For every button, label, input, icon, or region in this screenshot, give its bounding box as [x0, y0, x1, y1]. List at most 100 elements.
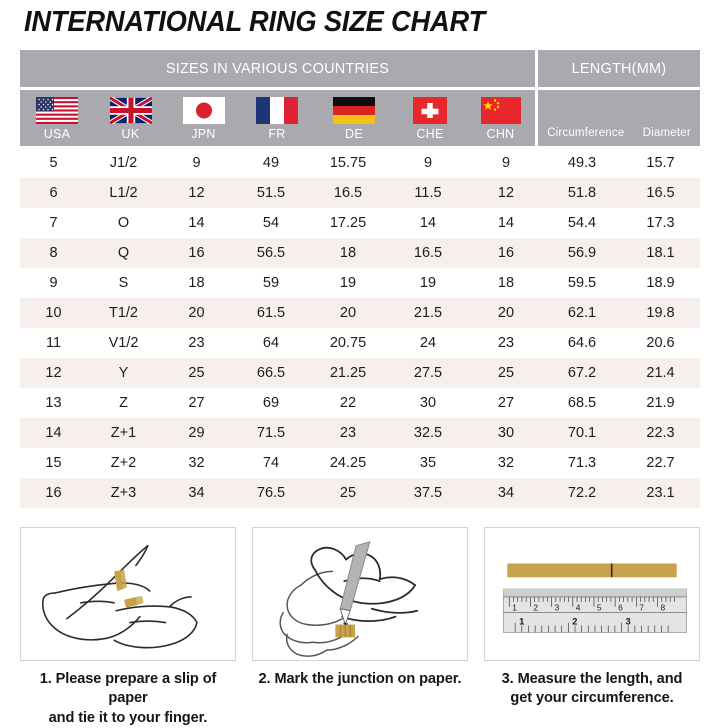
table-cell-chn: 30 [469, 418, 543, 448]
step-3-caption-line1: 3. Measure the length, and [501, 671, 683, 687]
ruler-cm-label: 4 [576, 603, 581, 613]
group-header-length: LENGTH(MM) [538, 50, 700, 87]
ring-size-table: SIZES IN VARIOUS COUNTRIES LENGTH(MM) [20, 50, 700, 508]
table-cell-usa: 8 [20, 238, 87, 268]
table-cell-uk: Q [87, 238, 160, 268]
step-3-caption: 3. Measure the length, and get your circ… [484, 670, 700, 709]
ruler-inch-label: 3 [625, 617, 630, 627]
table-row: 14 Z+1 29 71.5 23 32.5 30 70.1 22.3 [20, 418, 700, 448]
table-cell-uk: Y [87, 358, 160, 388]
table-cell-de: 20.75 [309, 328, 387, 358]
table-cell-chn: 23 [469, 328, 543, 358]
table-cell-fr: 66.5 [233, 358, 309, 388]
table-cell-circumference: 64.6 [543, 328, 621, 358]
table-cell-jpn: 34 [160, 478, 233, 508]
table-cell-diameter: 18.1 [621, 238, 700, 268]
ruler-cm-label: 8 [660, 603, 665, 613]
table-cell-de: 21.25 [309, 358, 387, 388]
table-cell-diameter: 17.3 [621, 208, 700, 238]
table-row: 8 Q 16 56.5 18 16.5 16 56.9 18.1 [20, 238, 700, 268]
table-cell-usa: 10 [20, 298, 87, 328]
table-cell-che: 19 [387, 268, 469, 298]
table-group-header-row: SIZES IN VARIOUS COUNTRIES LENGTH(MM) [20, 50, 700, 87]
table-cell-chn: 25 [469, 358, 543, 388]
table-cell-diameter: 16.5 [621, 178, 700, 208]
table-cell-fr: 51.5 [233, 178, 309, 208]
column-header-che: CHE [394, 90, 466, 146]
table-cell-uk: T1/2 [87, 298, 160, 328]
table-cell-diameter: 23.1 [621, 478, 700, 508]
table-cell-de: 20 [309, 298, 387, 328]
table-cell-diameter: 22.7 [621, 448, 700, 478]
table-cell-jpn: 29 [160, 418, 233, 448]
table-cell-diameter: 18.9 [621, 268, 700, 298]
flag-china-icon [480, 97, 521, 124]
table-cell-jpn: 16 [160, 238, 233, 268]
table-cell-fr: 61.5 [233, 298, 309, 328]
country-columns-header: USA UK [20, 90, 535, 146]
ring-size-data-table: 5 J1/2 9 49 15.75 9 9 49.3 15.7 6 L1/2 12 51.5 16.5 11… [20, 148, 700, 508]
table-cell-de: 18 [309, 238, 387, 268]
table-cell-che: 24 [387, 328, 469, 358]
table-cell-usa: 9 [20, 268, 87, 298]
table-cell-chn: 34 [469, 478, 543, 508]
step-2-caption: 2. Mark the junction on paper. [252, 670, 468, 689]
table-cell-de: 22 [309, 388, 387, 418]
table-cell-fr: 56.5 [233, 238, 309, 268]
step-1-caption-line2: and tie it to your finger. [48, 709, 208, 726]
table-cell-fr: 74 [233, 448, 309, 478]
table-cell-chn: 14 [469, 208, 543, 238]
table-cell-circumference: 49.3 [543, 148, 621, 178]
column-label-fr: FR [268, 127, 286, 141]
table-cell-uk: Z [87, 388, 160, 418]
table-row: 12 Y 25 66.5 21.25 27.5 25 67.2 21.4 [20, 358, 700, 388]
table-cell-che: 16.5 [387, 238, 469, 268]
table-cell-circumference: 62.1 [543, 298, 621, 328]
table-cell-diameter: 21.9 [621, 388, 700, 418]
flag-france-icon [256, 97, 298, 124]
table-cell-circumference: 51.8 [543, 178, 621, 208]
table-cell-circumference: 68.5 [543, 388, 621, 418]
table-row: 7 O 14 54 17.25 14 14 54.4 17.3 [20, 208, 700, 238]
table-cell-uk: S [87, 268, 160, 298]
table-cell-usa: 13 [20, 388, 87, 418]
table-cell-usa: 11 [20, 328, 87, 358]
column-header-fr: FR [240, 90, 314, 146]
flag-uk-icon [109, 97, 152, 124]
ruler-cm-label: 6 [618, 603, 623, 613]
ruler-inch-label: 2 [572, 617, 577, 627]
table-cell-fr: 59 [233, 268, 309, 298]
column-label-uk: UK [121, 127, 140, 141]
group-header-countries: SIZES IN VARIOUS COUNTRIES [20, 50, 535, 87]
step-1-illustration [20, 527, 236, 661]
column-label-jpn: JPN [191, 127, 216, 141]
column-label-chn: CHN [486, 127, 515, 141]
table-cell-chn: 32 [469, 448, 543, 478]
table-cell-uk: J1/2 [87, 148, 160, 178]
table-cell-jpn: 20 [160, 298, 233, 328]
table-cell-de: 25 [309, 478, 387, 508]
table-cell-jpn: 32 [160, 448, 233, 478]
table-cell-circumference: 71.3 [543, 448, 621, 478]
table-cell-usa: 6 [20, 178, 87, 208]
table-cell-che: 9 [387, 148, 469, 178]
table-row: 16 Z+3 34 76.5 25 37.5 34 72.2 23.1 [20, 478, 700, 508]
table-cell-jpn: 12 [160, 178, 233, 208]
step-1-caption-line1: 1. Please prepare a slip of paper [39, 671, 217, 707]
table-cell-diameter: 20.6 [621, 328, 700, 358]
column-label-circumference: Circumference [547, 127, 625, 139]
column-label-de: DE [345, 127, 363, 141]
table-cell-che: 27.5 [387, 358, 469, 388]
table-row: 11 V1/2 23 64 20.75 24 23 64.6 20.6 [20, 328, 700, 358]
ruler-cm-label: 3 [555, 603, 560, 613]
instruction-step-2: 2. Mark the junction on paper. [252, 527, 468, 728]
ruler-cm-label: 7 [639, 603, 644, 613]
table-cell-circumference: 56.9 [543, 238, 621, 268]
table-cell-jpn: 23 [160, 328, 233, 358]
table-cell-che: 21.5 [387, 298, 469, 328]
column-header-jpn: JPN [167, 90, 240, 146]
table-cell-usa: 14 [20, 418, 87, 448]
table-cell-de: 16.5 [309, 178, 387, 208]
page-title: INTERNATIONAL RING SIZE CHART [24, 6, 486, 38]
